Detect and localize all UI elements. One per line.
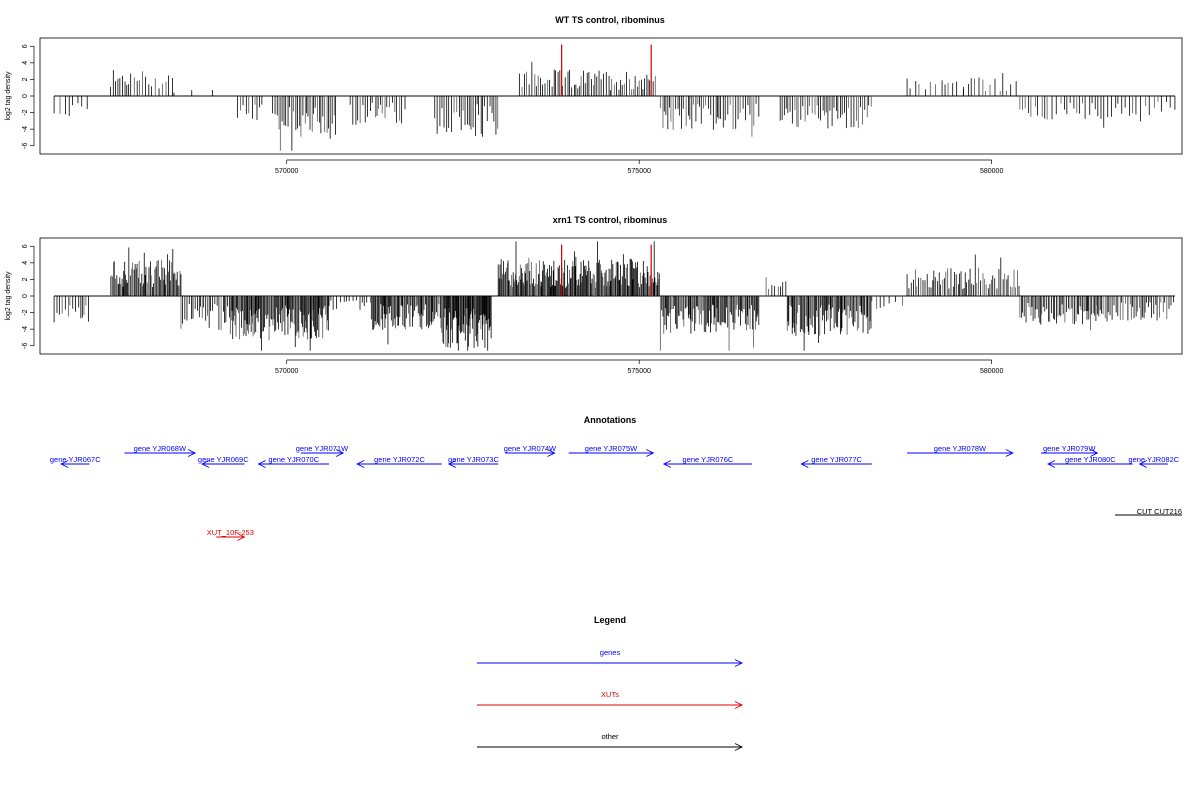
- feature-arrowhead: [60, 460, 69, 468]
- feature-arrowhead: [800, 460, 809, 468]
- wt-panel-title: WT TS control, ribominus: [555, 15, 665, 25]
- wt-plot-frame: [39, 37, 1183, 155]
- y-tick-label: 4: [22, 261, 29, 265]
- xrn1-axes: -6 -4 -2 0 2 4 6 570000 575000 580000: [22, 244, 1003, 375]
- feature-arrowhead: [335, 449, 345, 457]
- feature-arrowhead: [547, 449, 556, 457]
- annotations-title: Annotations: [584, 415, 637, 425]
- feature-arrowhead: [356, 460, 365, 468]
- feature-label: gene YJR077C: [811, 455, 862, 464]
- y-tick-label: 6: [22, 244, 29, 248]
- feature-label: gene YJR082C: [1128, 455, 1179, 464]
- legend-arrowhead: [734, 701, 744, 709]
- y-tick-label: -4: [22, 126, 29, 132]
- annotation-features: gene YJR067C gene YJR068W gene YJR069C gene…: [50, 444, 1182, 541]
- feature-label: XUT_10F-253: [207, 528, 254, 537]
- xrn1-bars: [53, 241, 1175, 351]
- xrn1-panel-title: xrn1 TS control, ribominus: [553, 215, 668, 225]
- feature-label: gene YJR070C: [268, 455, 319, 464]
- feature-label: gene YJR074W: [504, 444, 557, 453]
- feature-label: gene YJR071W: [296, 444, 349, 453]
- legend: Legend genes XUTs other: [477, 615, 744, 751]
- x-tick-label: 570000: [275, 168, 298, 175]
- y-tick-label: -2: [22, 109, 29, 115]
- xrn1-plot-frame: [39, 237, 1183, 355]
- legend-arrowhead: [734, 743, 744, 751]
- y-tick-label: -6: [22, 143, 29, 149]
- feature-label: gene YJR078W: [934, 444, 987, 453]
- x-tick-label: 575000: [628, 168, 651, 175]
- wt-axes: -6 -4 -2 0 2 4 6 570000 575000 580000: [22, 44, 1003, 175]
- x-tick-label: 580000: [980, 368, 1003, 375]
- legend-items: genes XUTs other: [477, 648, 744, 751]
- legend-label: other: [601, 732, 619, 741]
- y-tick-label: 2: [22, 77, 29, 81]
- feature-label: gene YJR080C: [1065, 455, 1116, 464]
- y-tick-label: 6: [22, 44, 29, 48]
- legend-label: genes: [600, 648, 621, 657]
- wt-y-axis-label: log2 tag density: [5, 71, 12, 121]
- feature-arrowhead: [1047, 460, 1056, 468]
- feature-label: gene YJR072C: [374, 455, 425, 464]
- y-tick-label: -4: [22, 326, 29, 332]
- feature-label: gene YJR076C: [683, 455, 734, 464]
- x-tick-label: 575000: [628, 368, 651, 375]
- y-tick-label: 2: [22, 277, 29, 281]
- wt-bars: [53, 44, 1176, 151]
- feature-arrowhead: [1090, 449, 1099, 457]
- y-tick-label: 0: [22, 94, 29, 98]
- feature-arrowhead: [662, 460, 672, 468]
- legend-title: Legend: [594, 615, 626, 625]
- x-tick-label: 580000: [980, 168, 1003, 175]
- feature-label: gene YJR069C: [198, 455, 249, 464]
- feature-label: CUT CUT216: [1137, 507, 1182, 516]
- feature-arrowhead: [646, 449, 655, 457]
- xrn1-y-axis-label: log2 tag density: [5, 271, 12, 321]
- legend-arrowhead: [734, 659, 744, 667]
- legend-label: XUTs: [601, 690, 619, 699]
- feature-label: gene YJR073C: [448, 455, 499, 464]
- xrn1-density-panel: xrn1 TS control, ribominus log2 tag dens…: [5, 215, 1183, 375]
- feature-arrowhead: [201, 460, 210, 468]
- feature-arrowhead: [257, 460, 266, 468]
- y-tick-label: -6: [22, 343, 29, 349]
- wt-density-panel: WT TS control, ribominus log2 tag densit…: [5, 15, 1183, 175]
- y-tick-label: -2: [22, 309, 29, 315]
- feature-label: gene YJR075W: [585, 444, 638, 453]
- feature-label: gene YJR067C: [50, 455, 101, 464]
- feature-label: gene YJR068W: [134, 444, 187, 453]
- feature-arrowhead: [237, 533, 246, 541]
- feature-arrowhead: [187, 449, 197, 457]
- feature-arrowhead: [447, 460, 457, 468]
- x-tick-label: 570000: [275, 368, 298, 375]
- feature-label: gene YJR079W: [1043, 444, 1096, 453]
- feature-arrowhead: [1005, 449, 1014, 457]
- feature-arrowhead: [1138, 460, 1147, 468]
- y-tick-label: 0: [22, 294, 29, 298]
- y-tick-label: 4: [22, 61, 29, 65]
